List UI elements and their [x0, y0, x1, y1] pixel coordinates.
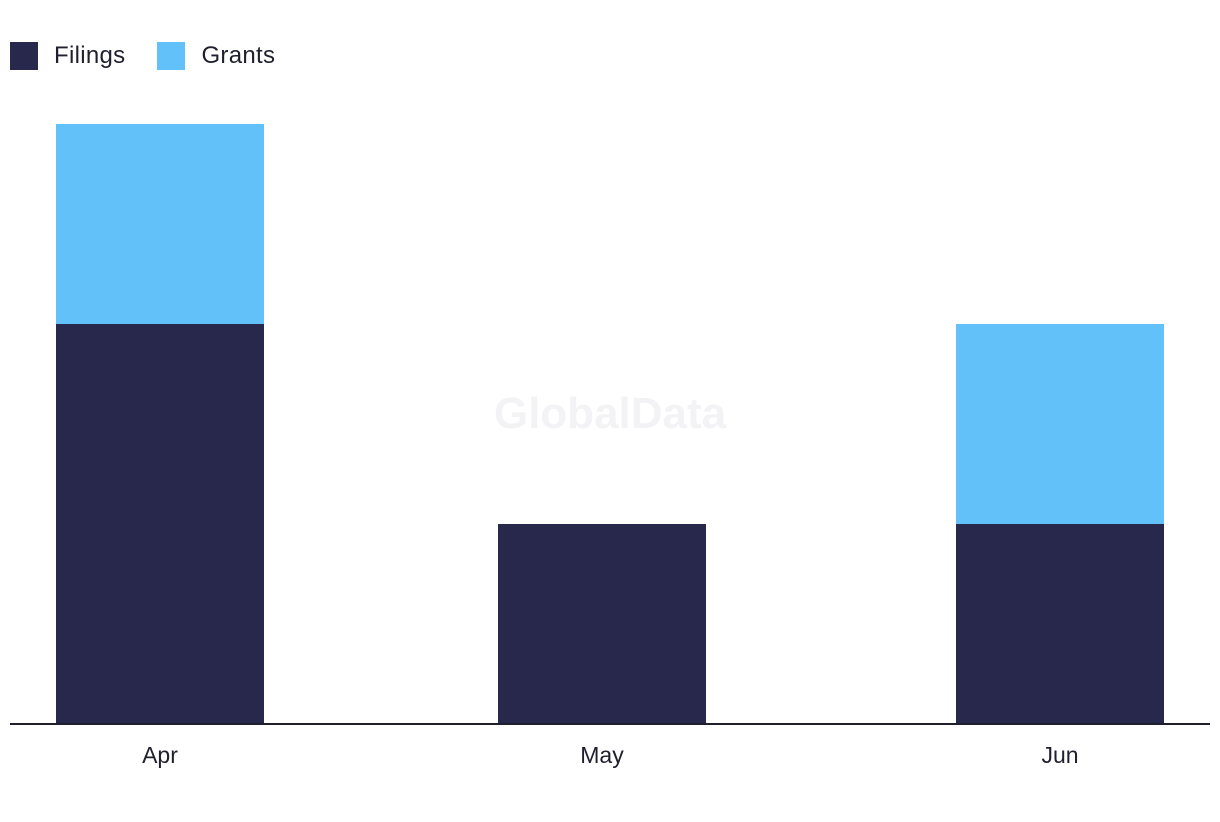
x-tick-labels: Apr May Jun: [142, 742, 1078, 768]
bar-filings-may[interactable]: [498, 524, 706, 724]
legend-swatch-grants: [157, 42, 186, 70]
legend-label-filings: Filings: [54, 42, 126, 69]
watermark: GlobalData: [494, 389, 727, 438]
x-tick-label-apr: Apr: [142, 742, 178, 768]
bar-grants-apr[interactable]: [56, 124, 264, 324]
bar-filings-apr[interactable]: [56, 324, 264, 724]
bars-group: [56, 124, 1164, 724]
legend-label-grants: Grants: [201, 42, 276, 69]
bar-filings-jun[interactable]: [956, 524, 1164, 724]
x-tick-label-may: May: [580, 742, 624, 768]
legend-swatch-filings: [10, 42, 38, 70]
legend-item-filings[interactable]: Filings: [10, 42, 125, 70]
legend-item-grants[interactable]: Grants: [157, 42, 275, 70]
bar-grants-jun[interactable]: [956, 324, 1164, 524]
x-tick-label-jun: Jun: [1041, 742, 1078, 768]
legend: Filings Grants: [10, 42, 307, 70]
